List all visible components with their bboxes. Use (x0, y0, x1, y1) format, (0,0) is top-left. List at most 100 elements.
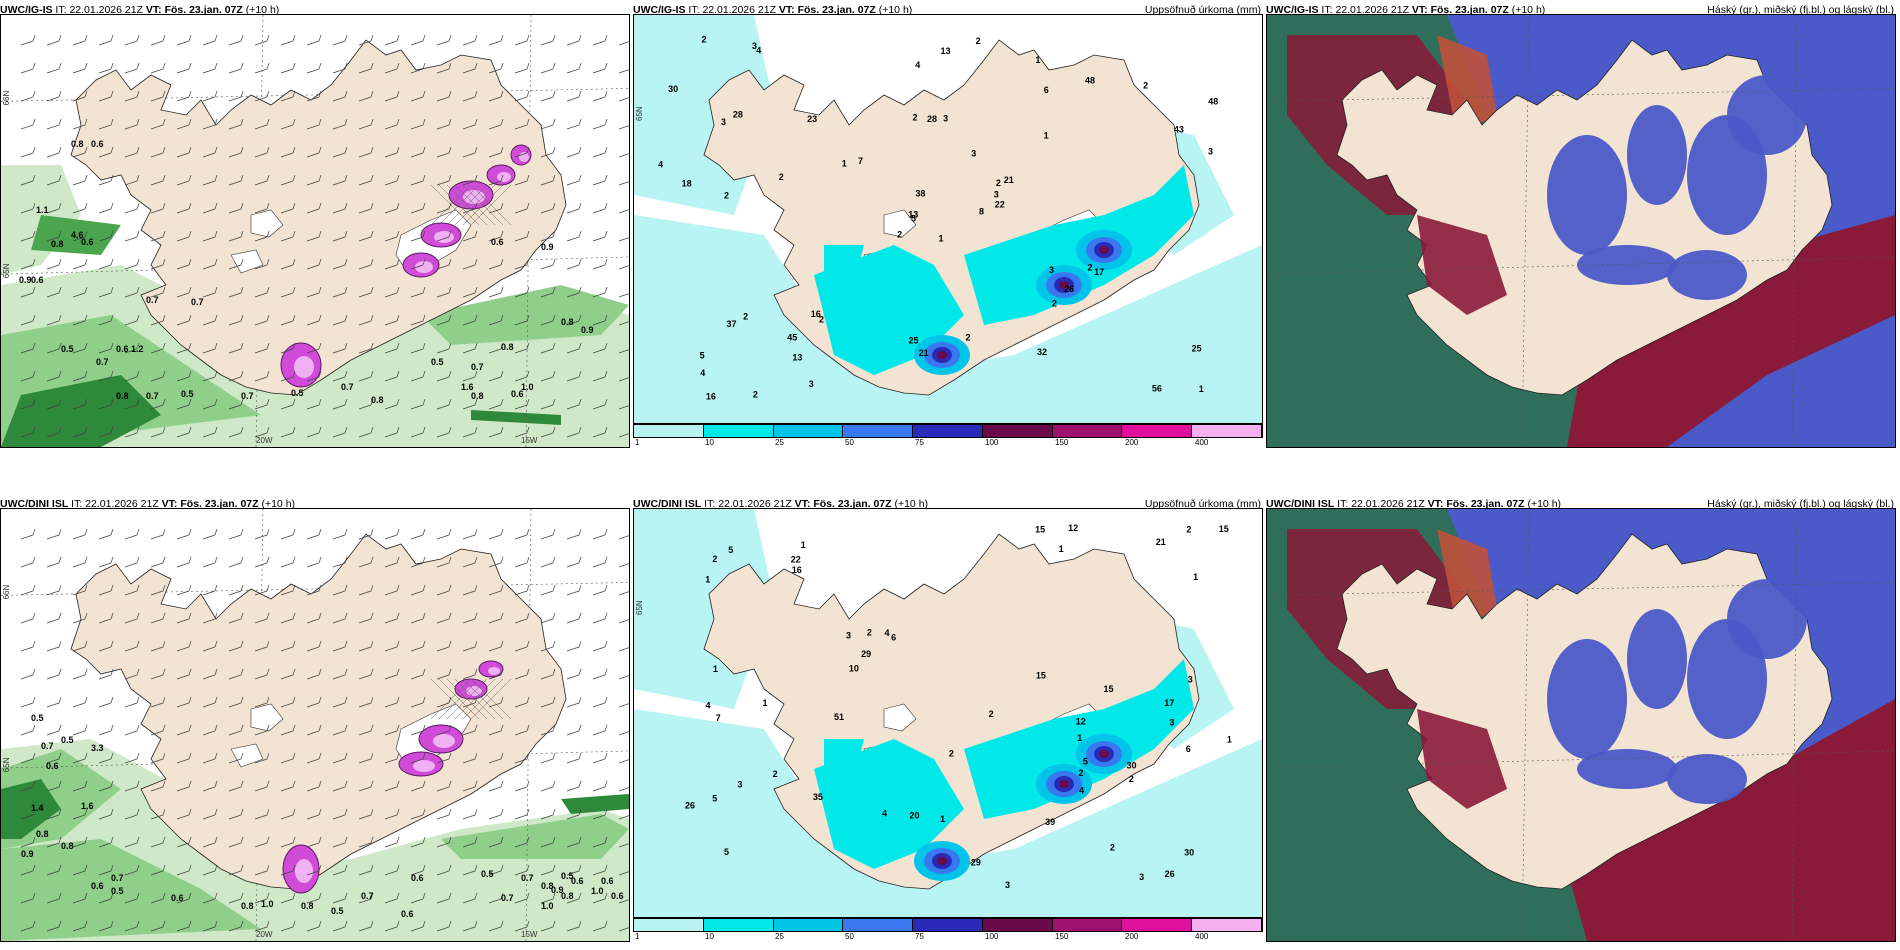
wind-barb (72, 562, 86, 568)
wind-barb-flag (370, 230, 374, 238)
wind-barb (540, 702, 554, 708)
wind-barb (618, 731, 629, 736)
wind-barb (436, 376, 450, 382)
wind-barb (150, 348, 164, 354)
wind-barb (150, 236, 164, 242)
wind-barb (98, 320, 112, 326)
wind-barb-flag (32, 398, 36, 406)
wind-barb-flag (604, 62, 608, 70)
wind-barb (462, 842, 476, 848)
wind-barb-flag (344, 556, 348, 564)
wind-barb (280, 618, 294, 624)
lead-time: (+10 h) (878, 4, 913, 16)
wind-barb (462, 292, 476, 298)
wind-barb (592, 264, 606, 270)
wind-barb-flag (422, 612, 426, 620)
wind-barb-flag (422, 34, 426, 42)
wind-barb-flag (240, 864, 244, 872)
snow-value: 0.5 (31, 713, 44, 723)
wind-barb (306, 870, 320, 876)
hatch-line (462, 678, 504, 720)
wind-barb-flag (214, 612, 218, 620)
wind-barb-flag (474, 62, 478, 70)
wind-barb (72, 842, 86, 848)
wind-barb (540, 432, 554, 438)
wind-barb-flag (370, 864, 374, 872)
wind-barb (72, 618, 86, 624)
wind-barb (176, 96, 190, 102)
wind-barb (384, 292, 398, 298)
wind-barb-flag (110, 836, 114, 844)
wind-barb-flag (84, 612, 88, 620)
wind-barb-flag (84, 426, 88, 434)
wind-barb-flag (552, 258, 556, 266)
wind-barb (72, 814, 86, 820)
wind-barb-flag (136, 584, 140, 592)
wind-barb-flag (292, 62, 296, 70)
wind-barb-flag (500, 528, 504, 536)
wind-barb-flag (604, 174, 608, 182)
wind-barb (410, 432, 424, 438)
wind-barb-flag (32, 230, 36, 238)
wind-barb (592, 208, 606, 214)
wind-barb-flag (604, 892, 608, 900)
wind-barb-flag (84, 62, 88, 70)
wind-barb (280, 40, 294, 46)
wind-barb (358, 40, 372, 46)
wind-barb (306, 814, 320, 820)
wind-barb (618, 377, 629, 382)
wind-barb (592, 68, 606, 74)
wind-barb (228, 404, 242, 410)
wind-barb (280, 898, 294, 904)
precip-value: 2 (1186, 524, 1191, 534)
wind-barb-flag (214, 584, 218, 592)
panel-header: UWC/DINI ISL IT: 22.01.2026 21Z VT: Fös.… (633, 494, 1263, 514)
wind-barb-flag (396, 556, 400, 564)
precip-value: 20 (910, 810, 920, 820)
wind-barb-flag (292, 258, 296, 266)
wind-barb (592, 562, 606, 568)
colorbar-tick-label: 150 (1055, 932, 1069, 941)
wind-barb-flag (188, 342, 192, 350)
wind-barb (566, 236, 580, 242)
wind-barb (618, 433, 629, 438)
wind-barb (540, 264, 554, 270)
snow-value: 0.7 (501, 893, 514, 903)
wind-barb-flag (110, 426, 114, 434)
snow-value: 1.6 (81, 801, 94, 811)
panel-precip-dini: UWC/DINI ISL IT: 22.01.2026 21Z VT: Fös.… (633, 494, 1263, 942)
hatch-line (430, 678, 472, 720)
wind-barb-flag (110, 864, 114, 872)
wind-barb-flag (266, 174, 270, 182)
wind-barb (332, 152, 346, 158)
wind-barb (332, 376, 346, 382)
wind-barb-flag (604, 230, 608, 238)
init-time: 22.01.2026 21Z (702, 4, 776, 16)
wind-barb-flag (188, 426, 192, 434)
wind-barb (46, 68, 60, 74)
cloud-low (1567, 699, 1895, 941)
wind-barb (228, 814, 242, 820)
wind-barb-flag (526, 556, 530, 564)
wind-barb-flag (292, 202, 296, 210)
wind-barb-flag (32, 920, 36, 928)
snow-cell-core (519, 152, 529, 162)
wind-barb (46, 814, 60, 820)
wind-barb (488, 40, 502, 46)
init-time: 22.01.2026 21Z (1335, 4, 1409, 16)
wind-barb-flag (214, 556, 218, 564)
wind-barb (592, 348, 606, 354)
wind-barb (436, 562, 450, 568)
wind-barb (410, 898, 424, 904)
wind-barb-flag (214, 696, 218, 704)
wind-barb-flag (292, 426, 296, 434)
wind-barb (20, 180, 34, 186)
wind-barb (566, 320, 580, 326)
wind-barb-flag (604, 426, 608, 434)
precip-value: 2 (773, 769, 778, 779)
wind-barb (228, 208, 242, 214)
wind-barb (98, 152, 112, 158)
snow-value: 0.7 (361, 891, 374, 901)
wind-barb (462, 870, 476, 876)
colorbar-tick-label: 10 (705, 438, 714, 447)
